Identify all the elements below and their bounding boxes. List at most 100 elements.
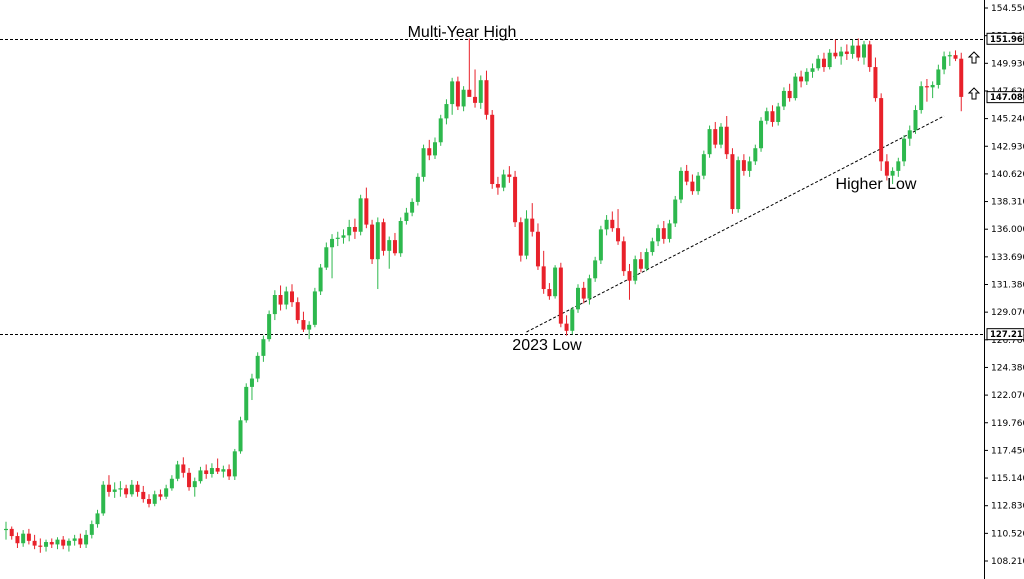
candle-body [862, 44, 866, 58]
candle-body [381, 222, 386, 251]
candle [810, 63, 815, 78]
candle-body [850, 45, 855, 54]
candle [147, 494, 151, 508]
candle-body [347, 226, 352, 236]
candle [684, 164, 689, 186]
candle [633, 255, 638, 285]
candle [650, 237, 655, 256]
candle [638, 252, 643, 273]
candle-body [633, 259, 638, 281]
tick-label: 142.930 [991, 142, 1024, 152]
candle [330, 234, 335, 279]
candle [4, 521, 8, 540]
candle [570, 306, 575, 335]
price-marker: 127.218 [986, 328, 1024, 341]
candle-body [719, 126, 723, 145]
candle [644, 248, 649, 272]
candle-body [844, 51, 849, 54]
candle [501, 169, 506, 192]
candle [627, 263, 632, 300]
candle-body [518, 222, 523, 256]
candle [736, 156, 741, 213]
candle-body [38, 545, 43, 547]
candle [690, 174, 695, 195]
candle [787, 83, 792, 102]
candle-body [484, 80, 489, 115]
candle [673, 195, 678, 227]
candle [776, 102, 781, 126]
candle-body [799, 76, 804, 82]
candle-body [827, 52, 832, 68]
trendline-layer [526, 115, 945, 333]
price-marker-box [986, 328, 1024, 341]
candle [381, 218, 386, 256]
candle-body [204, 470, 209, 475]
candle [215, 458, 220, 475]
candle-body [284, 291, 289, 305]
candle [799, 70, 804, 88]
candle-body [398, 221, 403, 254]
tick-label: 131.380 [991, 281, 1024, 291]
candle [678, 167, 683, 204]
candle-body [839, 51, 844, 57]
candle [38, 538, 43, 553]
candle-body [867, 44, 872, 68]
candle [9, 526, 14, 540]
candle [72, 534, 77, 546]
candle-body [942, 56, 947, 70]
tick-label: 117.450 [991, 446, 1024, 456]
candle [576, 284, 580, 313]
candle [839, 46, 844, 65]
candle [341, 229, 346, 244]
candle-body [352, 226, 357, 232]
candle [433, 137, 437, 159]
candle [238, 416, 243, 454]
candle [696, 172, 701, 195]
candle [902, 135, 907, 167]
candle [873, 57, 878, 102]
candle-body [627, 271, 632, 281]
candle [444, 99, 449, 125]
candle-body [370, 224, 375, 260]
candle-body [884, 161, 889, 176]
price-marker: 147.080 [986, 91, 1024, 104]
candle-body [44, 542, 49, 547]
candle [593, 256, 598, 282]
candle [953, 50, 958, 62]
candle [312, 287, 317, 328]
candle-body [570, 309, 575, 331]
candle-body [244, 386, 249, 421]
candle [335, 231, 340, 247]
candle [959, 52, 964, 112]
candle [112, 482, 117, 498]
candle [221, 465, 226, 478]
candle-body [730, 154, 735, 210]
candle [890, 167, 895, 185]
candle [656, 224, 661, 247]
candle-body [713, 129, 718, 145]
tick-label: 124.380 [991, 363, 1024, 373]
candle-body [444, 104, 449, 119]
candle-body [930, 84, 935, 88]
candle-body [290, 291, 294, 303]
candle [507, 166, 512, 183]
candle-body [781, 90, 786, 107]
candle-body [564, 323, 569, 331]
candle [415, 173, 420, 206]
candle-body [616, 228, 621, 242]
price-axis-markers: 151.969 127.218 147.080 [986, 32, 1024, 341]
candle [249, 373, 254, 401]
candle [804, 68, 809, 85]
candle-body [804, 71, 809, 82]
candle-body [404, 212, 409, 222]
candle-body [198, 470, 203, 482]
candle [747, 156, 752, 177]
price-marker-box [986, 32, 1024, 45]
candle [867, 40, 872, 72]
candle-body [690, 181, 695, 192]
candle [347, 219, 352, 242]
candle-body [364, 198, 369, 225]
candle-body [141, 491, 146, 500]
candle [587, 274, 592, 305]
